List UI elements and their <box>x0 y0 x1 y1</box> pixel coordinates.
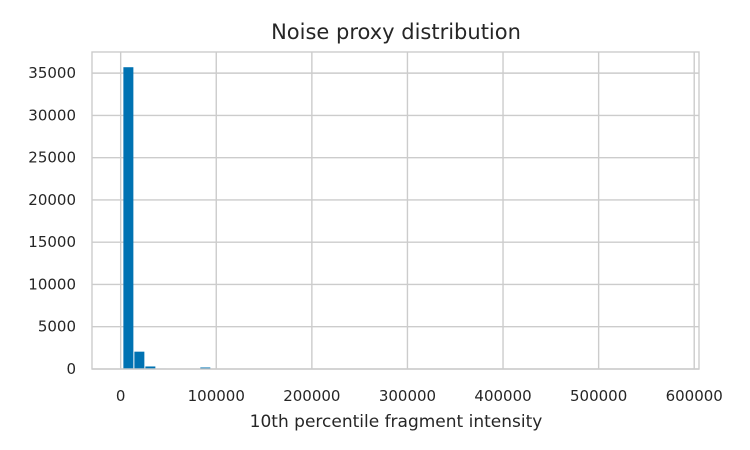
x-tick-labels: 0 100000 200000 300000 400000 500000 600000 <box>116 387 723 405</box>
x-tick-label: 400000 <box>474 387 531 405</box>
histogram-bar <box>145 366 156 369</box>
y-tick-label: 30000 <box>28 106 76 124</box>
x-tick-label: 200000 <box>283 387 340 405</box>
histogram-bars <box>123 67 222 369</box>
x-axis-label: 10th percentile fragment intensity <box>250 412 543 432</box>
y-tick-labels: 0 5000 10000 15000 20000 25000 30000 35000 <box>28 64 76 378</box>
histogram-bar <box>134 351 145 369</box>
plot-frame <box>91 51 700 370</box>
y-tick-label: 0 <box>66 360 76 378</box>
y-tick-label: 25000 <box>28 149 76 167</box>
y-tick-label: 20000 <box>28 191 76 209</box>
y-tick-label: 5000 <box>38 318 76 336</box>
x-tick-label: 300000 <box>379 387 436 405</box>
y-tick-label: 35000 <box>28 64 76 82</box>
x-tick-label: 600000 <box>666 387 723 405</box>
y-tick-label: 15000 <box>28 233 76 251</box>
y-gridlines <box>92 72 699 370</box>
histogram-bar <box>200 367 211 369</box>
y-tick-label: 10000 <box>28 275 76 293</box>
chart-title: Noise proxy distribution <box>271 20 521 44</box>
x-tick-label: 0 <box>116 387 126 405</box>
x-tick-label: 100000 <box>188 387 245 405</box>
x-gridlines <box>119 52 695 369</box>
histogram-bar <box>123 67 134 369</box>
x-tick-label: 500000 <box>570 387 627 405</box>
